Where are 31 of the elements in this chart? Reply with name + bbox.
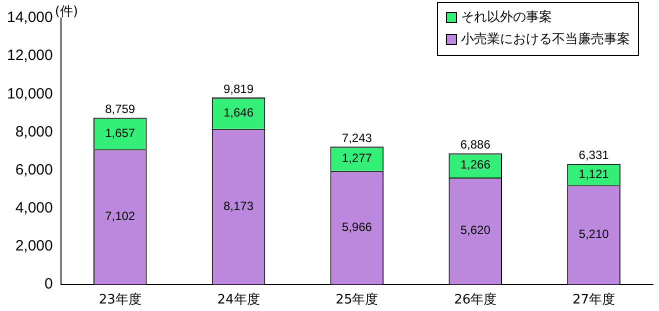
x-tick-label: 26年度 (454, 292, 497, 308)
y-tick-label: 4,000 (15, 199, 53, 216)
y-tick-label: 0 (44, 276, 53, 293)
total-label: 6,886 (460, 138, 491, 152)
data-label: 1,657 (105, 126, 136, 140)
x-tick-label: 25年度 (336, 292, 378, 308)
x-tick-label: 24年度 (217, 292, 260, 308)
total-label: 6,331 (578, 148, 610, 162)
data-label: 5,966 (342, 220, 372, 234)
y-tick-label: 2,000 (15, 237, 53, 254)
data-label: 1,646 (224, 106, 254, 120)
x-tick-label: 23年度 (98, 292, 142, 308)
y-tick-label: 6,000 (15, 161, 53, 178)
x-tick-label: 27年度 (572, 292, 616, 308)
y-axis-title: (件) (54, 4, 78, 20)
y-tick-label: 8,000 (15, 123, 53, 140)
y-tick-label: 14,000 (6, 9, 53, 26)
data-label: 7,102 (105, 209, 136, 224)
data-label: 8,173 (224, 198, 254, 213)
data-label: 1,277 (342, 151, 372, 166)
legend-label: それ以外の事案 (461, 10, 552, 25)
data-label: 5,620 (460, 223, 491, 238)
data-label: 5,210 (578, 227, 610, 242)
y-tick-label: 12,000 (6, 47, 53, 64)
data-label: 1,121 (578, 166, 610, 181)
data-label: 1,266 (460, 158, 491, 172)
total-label: 7,243 (342, 130, 372, 145)
total-label: 9,819 (224, 82, 254, 96)
legend-label: 小売業における不当廉売事案 (461, 32, 630, 47)
total-label: 8,759 (105, 102, 136, 116)
y-tick-label: 10,000 (6, 85, 53, 102)
